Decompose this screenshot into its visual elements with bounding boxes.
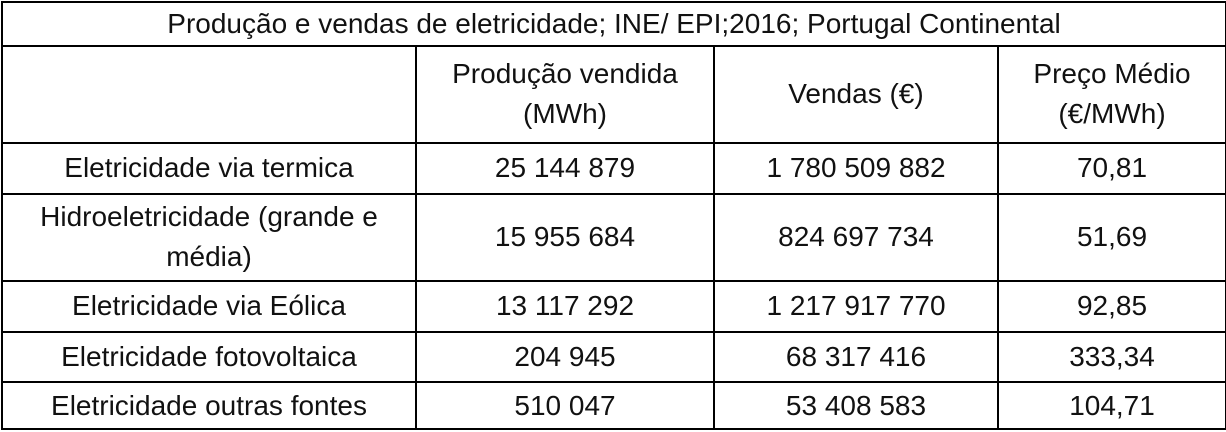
row-label: Eletricidade fotovoltaica (1, 330, 417, 384)
value-cell: 51,69 (996, 192, 1226, 282)
value-cell: 15 955 684 (415, 192, 715, 282)
row-label: Eletricidade outras fontes (1, 381, 417, 430)
row-label: Eletricidade via Eólica (1, 279, 417, 333)
value-cell: 53 408 583 (713, 381, 999, 430)
value-cell: 68 317 416 (713, 330, 999, 384)
value-cell: 104,71 (996, 381, 1226, 430)
value-cell: 510 047 (415, 381, 715, 430)
table-title: Produção e vendas de eletricidade; INE/ … (0, 1, 1226, 47)
value-cell: 13 117 292 (415, 279, 715, 333)
data-row: Eletricidade fotovoltaica 204 945 68 317 4… (1, 330, 1226, 384)
value-cell: 70,81 (996, 141, 1226, 195)
data-row: Eletricidade via termica 25 144 879 1 780 … (1, 141, 1226, 195)
title-row: Produção e vendas de eletricidade; INE/ … (0, 1, 1226, 47)
value-cell: 1 780 509 882 (713, 141, 999, 195)
header-cell: Vendas (€) (713, 44, 999, 144)
value-cell: 1 217 917 770 (713, 279, 999, 333)
header-cell: Produção vendida (MWh) (415, 44, 715, 144)
value-cell: 92,85 (996, 279, 1226, 333)
data-row: Eletricidade via Eólica 13 117 292 1 217 9… (1, 279, 1226, 333)
value-cell: 824 697 734 (713, 192, 999, 282)
value-cell: 204 945 (415, 330, 715, 384)
data-row: Eletricidade outras fontes 510 047 53 408 … (1, 381, 1226, 430)
header-cell (1, 44, 417, 144)
value-cell: 25 144 879 (415, 141, 715, 195)
data-row: Hidroeletricidade (grande e média) 15 955… (1, 192, 1226, 282)
header-cell: Preço Médio (€/MWh) (996, 44, 1226, 144)
header-row: Produção vendida (MWh) Vendas (€) Preço … (1, 44, 1226, 144)
row-label: Hidroeletricidade (grande e média) (1, 192, 417, 282)
row-label: Eletricidade via termica (1, 141, 417, 195)
value-cell: 333,34 (996, 330, 1226, 384)
